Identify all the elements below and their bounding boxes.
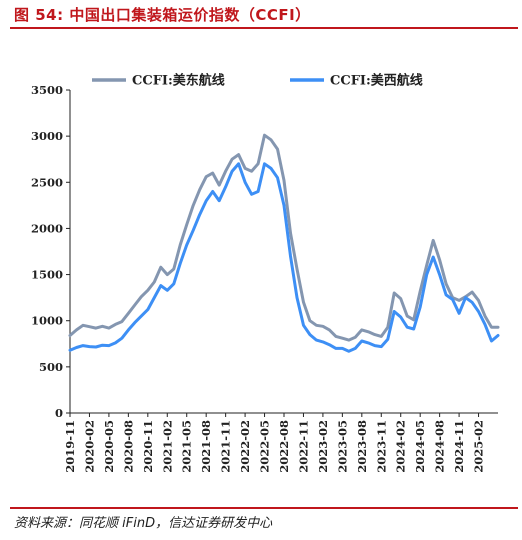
title-rule [10,27,518,29]
legend-label-1: CCFI:美东航线 [132,73,225,89]
x-tick-label: 2022-05 [258,420,272,473]
y-tick-label: 2500 [31,175,63,189]
x-tick-label: 2023-02 [316,420,330,473]
bottom-rule [10,507,518,509]
x-tick-label: 2022-08 [277,420,291,473]
source-note: 资料来源：同花顺 iFinD，信达证券研发中心 [14,516,273,531]
y-tick-label: 0 [55,406,63,420]
chart-legend: CCFI:美东航线 CCFI:美西航线 [92,73,423,89]
x-tick-label: 2020-02 [82,420,96,473]
x-tick-label: 2021-02 [160,420,174,473]
x-tick-label: 2022-02 [238,420,252,473]
x-tick-label: 2023-08 [355,420,369,473]
x-tick-label: 2024-11 [452,420,466,473]
legend-label-2: CCFI:美西航线 [330,73,423,89]
chart-axes [69,90,498,414]
x-tick-label: 2020-08 [121,420,135,473]
x-tick-label: 2020-11 [141,420,155,473]
y-tick-label: 3000 [31,129,63,143]
x-tick-label: 2021-11 [219,420,233,473]
x-tick-label: 2021-05 [180,420,194,473]
x-tick-label: 2025-02 [472,420,486,473]
y-tick-label: 3500 [31,83,63,97]
x-tick-label: 2024-08 [433,420,447,473]
x-tick-label: 2024-05 [413,420,427,473]
series-lines [68,133,500,353]
series-line-2 [68,162,500,353]
x-tick-label: 2020-05 [102,420,116,473]
x-tick-labels: 2019-11 2020-02 2020-05 2020-08 2020-11 2021-… [63,413,486,473]
x-tick-label: 2022-11 [296,420,310,473]
y-tick-label: 1500 [31,268,63,282]
x-tick-label: 2024-02 [394,420,408,473]
y-tick-label: 2000 [31,221,63,235]
series-line-1 [68,133,500,342]
ccfi-line-chart: 0 500 1000 1500 2000 2500 3000 3500 2019-11 2020… [31,73,500,473]
y-tick-labels: 0 500 1000 1500 2000 2500 3000 3500 [31,83,70,420]
x-tick-label: 2023-05 [335,420,349,473]
y-tick-label: 1000 [31,314,63,328]
x-tick-label: 2019-11 [63,420,77,473]
x-tick-label: 2023-11 [374,420,388,473]
figure-title: 图 54: 中国出口集装箱运价指数（CCFI） [14,6,311,24]
x-tick-label: 2021-08 [199,420,213,473]
y-tick-label: 500 [39,360,63,374]
